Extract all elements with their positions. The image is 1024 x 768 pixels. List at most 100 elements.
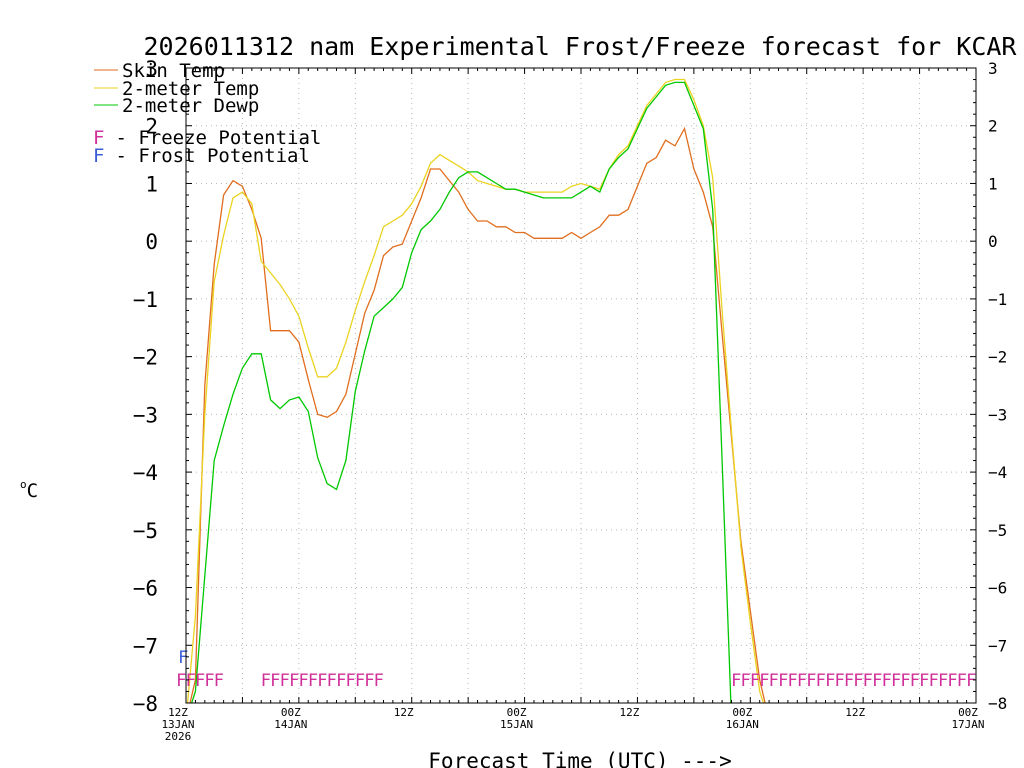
freeze-potential-marker: F	[289, 671, 299, 691]
y-tick-label-right: −8	[988, 694, 1007, 713]
unit-symbol: C	[27, 480, 38, 502]
legend-freeze-label: - Freeze Potential	[104, 127, 321, 149]
freeze-potential-marker: F	[327, 671, 337, 691]
freeze-potential-marker: F	[787, 671, 797, 691]
freeze-potential-marker: F	[731, 671, 741, 691]
y-tick-label-right: −3	[988, 405, 1007, 424]
legend-label-skin-temp: Skin Temp	[122, 60, 225, 82]
freeze-potential-marker: F	[769, 671, 779, 691]
y-tick-label-right: −5	[988, 521, 1007, 540]
freeze-potential-marker: F	[900, 671, 910, 691]
freeze-potential-marker: F	[317, 671, 327, 691]
y-tick-label-right: −6	[988, 579, 1007, 598]
y-tick-label-right: −2	[988, 348, 1007, 367]
y-tick-label-left: 1	[145, 172, 158, 196]
freeze-potential-marker: F	[204, 671, 214, 691]
freeze-potential-marker: F	[966, 671, 976, 691]
y-tick-label-right: −1	[988, 290, 1007, 309]
freeze-potential-marker: F	[806, 671, 816, 691]
freeze-potential-marker: F	[957, 671, 967, 691]
x-tick-label: 00Z	[281, 706, 301, 719]
freeze-potential-marker: F	[280, 671, 290, 691]
freeze-potential-marker: F	[844, 671, 854, 691]
freeze-potential-marker: F	[853, 671, 863, 691]
axis-ticks	[186, 67, 976, 704]
y-tick-label-right: −7	[988, 636, 1007, 655]
y-tick-label-left: 0	[145, 230, 158, 254]
grid-lines	[186, 68, 976, 703]
freeze-potential-marker: F	[270, 671, 280, 691]
freeze-potential-marker: F	[938, 671, 948, 691]
legend: Skin Temp 2-meter Temp 2-meter Dewp F - …	[93, 60, 321, 167]
legend-freeze-symbol: F	[93, 127, 104, 149]
y-tick-label-left: −6	[133, 577, 158, 601]
y-tick-label-right: 2	[988, 117, 998, 136]
y-tick-label-left: −7	[133, 634, 158, 658]
y-tick-label-left: −1	[133, 288, 158, 312]
freeze-potential-marker: F	[308, 671, 318, 691]
y-tick-label-left: −4	[133, 461, 158, 485]
freeze-potential-marker: F	[778, 671, 788, 691]
y-tick-label-left: −2	[133, 346, 158, 370]
freeze-potential-marker: F	[374, 671, 384, 691]
freeze-potential-marker: F	[825, 671, 835, 691]
freeze-potential-marker: F	[298, 671, 308, 691]
y-tick-label-left: 3	[145, 57, 158, 81]
x-tick-label: 13JAN	[161, 718, 194, 731]
x-tick-label: 12Z	[845, 706, 865, 719]
x-tick-label: 2026	[165, 730, 192, 743]
freeze-potential-marker: F	[882, 671, 892, 691]
x-tick-label: 15JAN	[500, 718, 533, 731]
freeze-potential-marker: F	[186, 671, 196, 691]
freeze-potential-marker: F	[797, 671, 807, 691]
freeze-potential-marker: F	[891, 671, 901, 691]
freeze-potential-marker: F	[364, 671, 374, 691]
y-tick-label-left: 2	[145, 115, 158, 139]
freeze-potential-marker: F	[740, 671, 750, 691]
freeze-potential-marker: F	[816, 671, 826, 691]
y-tick-label-right: 0	[988, 232, 998, 251]
y-tick-labels-left: −8 −7 −6 −5 −4 −3 −2 −1 0 1 2 3	[133, 57, 158, 716]
x-tick-label: 12Z	[619, 706, 639, 719]
y-tick-label-left: −8	[133, 692, 158, 716]
freeze-potential-marker: F	[834, 671, 844, 691]
x-tick-label: 14JAN	[274, 718, 307, 731]
y-tick-label-left: −5	[133, 519, 158, 543]
freeze-potential-marker: F	[929, 671, 939, 691]
freeze-potential-marker: F	[176, 671, 186, 691]
freeze-potential-marker: F	[214, 671, 224, 691]
x-tick-label: 00Z	[958, 706, 978, 719]
freeze-potential-marker: F	[195, 671, 205, 691]
series-layer	[186, 78, 766, 703]
freeze-potential-marker: F	[759, 671, 769, 691]
series-line-0	[189, 126, 766, 703]
legend-label-2m-temp: 2-meter Temp	[122, 78, 259, 100]
freeze-potential-marker: F	[919, 671, 929, 691]
freeze-potential-marker: F	[910, 671, 920, 691]
x-tick-label: 00Z	[732, 706, 752, 719]
legend-frost-symbol: F	[93, 145, 104, 167]
freeze-potential-marker: F	[355, 671, 365, 691]
y-axis-label: oC	[20, 478, 38, 502]
x-tick-label: 12Z	[168, 706, 188, 719]
y-tick-label-right: −4	[988, 463, 1007, 482]
legend-frost-label: - Frost Potential	[104, 145, 310, 167]
freeze-potential-marker: F	[336, 671, 346, 691]
x-tick-label: 16JAN	[726, 718, 759, 731]
y-tick-label-left: −3	[133, 403, 158, 427]
x-axis-label: Forecast Time (UTC) --->	[428, 749, 731, 768]
freeze-potential-marker: F	[863, 671, 873, 691]
chart-title: 2026011312 nam Experimental Frost/Freeze…	[144, 32, 1018, 61]
x-tick-label: 12Z	[394, 706, 414, 719]
y-tick-label-right: 3	[988, 59, 998, 78]
freeze-potential-marker: F	[261, 671, 271, 691]
frost-potential-marker: F	[178, 648, 188, 668]
x-tick-label: 17JAN	[951, 718, 984, 731]
series-line-1	[186, 78, 765, 703]
series-line-2	[190, 81, 732, 703]
freeze-potential-marker: F	[345, 671, 355, 691]
degree-symbol: o	[20, 478, 27, 491]
